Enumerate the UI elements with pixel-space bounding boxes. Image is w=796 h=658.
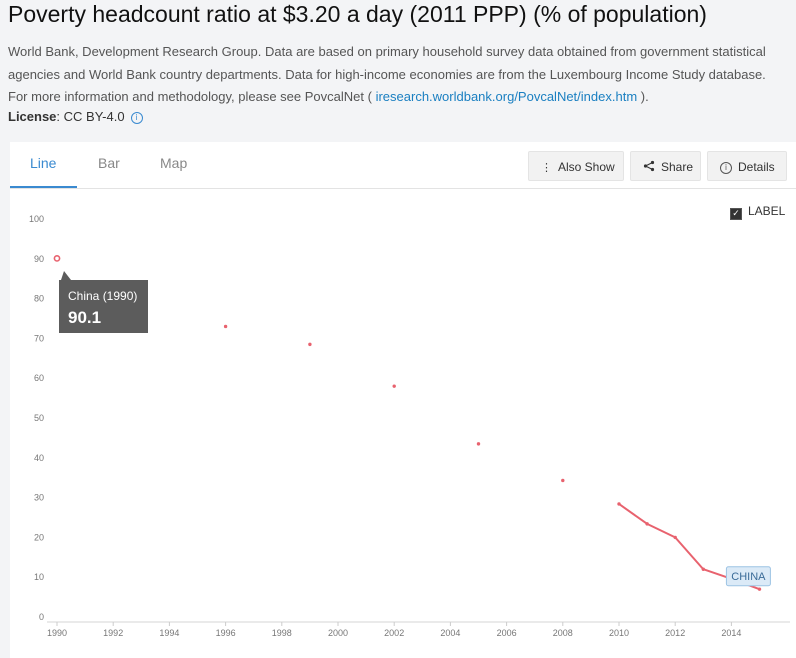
share-icon — [643, 160, 655, 172]
x-tick-label: 2004 — [440, 628, 460, 638]
y-tick-label: 80 — [34, 294, 44, 304]
data-point — [617, 502, 621, 506]
series-label-china: CHINA — [725, 566, 771, 587]
x-tick-label: 2002 — [384, 628, 404, 638]
label-toggle-text: LABEL — [748, 204, 786, 218]
data-point — [308, 342, 312, 347]
also-show-button[interactable]: ⋮ Also Show — [528, 151, 624, 181]
also-show-label: Also Show — [558, 160, 615, 174]
series-label-box — [725, 566, 771, 587]
info-icon[interactable]: i — [130, 112, 143, 124]
tab-bar: Line Bar Map ⋮ Also Show Share i Details — [10, 142, 796, 189]
tooltip-value: 90.1 — [68, 308, 101, 327]
chart-panel: Line Bar Map ⋮ Also Show Share i Details ✓… — [10, 142, 796, 658]
more-vertical-icon: ⋮ — [541, 161, 552, 174]
data-point — [476, 442, 481, 446]
povcalnet-link[interactable]: iresearch.worldbank.org/PovcalNet/index.… — [375, 89, 638, 104]
y-tick-label: 90 — [34, 254, 44, 264]
license-value: : CC BY-4.0 — [56, 109, 125, 124]
y-tick-label: 70 — [34, 333, 44, 343]
tab-bar-chart[interactable]: Bar — [98, 155, 120, 171]
details-label: Details — [738, 160, 775, 174]
share-button[interactable]: Share — [630, 151, 701, 181]
x-tick-label: 2014 — [721, 628, 741, 638]
y-tick-label: 30 — [34, 493, 44, 503]
license-label: License — [8, 109, 57, 124]
data-point — [223, 324, 228, 329]
data-point — [757, 587, 762, 591]
data-point — [701, 567, 705, 571]
data-point-highlighted — [53, 255, 61, 262]
data-point — [673, 535, 677, 540]
license: License: CC BY-4.0 i — [8, 109, 143, 124]
label-checkbox[interactable]: ✓ — [730, 208, 742, 220]
y-tick-label: 100 — [29, 214, 44, 224]
data-point — [561, 478, 565, 483]
y-tick-label: 50 — [34, 413, 44, 423]
x-tick-label: 1992 — [103, 628, 123, 638]
data-point — [392, 384, 396, 388]
x-tick-label: 2000 — [328, 628, 348, 638]
tab-line[interactable]: Line — [30, 155, 57, 171]
y-tick-label: 10 — [34, 572, 44, 582]
series-label-text: CHINA — [731, 571, 766, 583]
tab-map[interactable]: Map — [160, 155, 188, 171]
page-title: Poverty headcount ratio at $3.20 a day (… — [8, 1, 707, 27]
x-tick-label: 1996 — [216, 628, 236, 638]
tooltip: China (1990) 90.1 — [59, 271, 148, 333]
series-line-segment — [646, 522, 676, 539]
series-line-segment — [674, 536, 705, 570]
description-end: ). — [640, 89, 649, 104]
active-tab-indicator — [10, 186, 77, 188]
x-tick-label: 1994 — [159, 628, 179, 638]
x-tick-label: 1998 — [272, 628, 292, 638]
y-tick-label: 0 — [39, 612, 44, 622]
label-toggle[interactable]: ✓ LABEL — [730, 204, 785, 220]
y-tick-label: 60 — [34, 373, 44, 383]
series-line-segment — [618, 503, 648, 525]
share-label: Share — [661, 160, 694, 174]
tooltip-title: China (1990) — [68, 289, 137, 303]
description-text: World Bank, Development Research Group. … — [8, 44, 766, 104]
details-info-icon: i — [720, 162, 732, 174]
y-tick-label: 20 — [34, 532, 44, 542]
x-tick-label: 2012 — [665, 628, 685, 638]
x-tick-label: 2010 — [609, 628, 629, 638]
x-tick-label: 2008 — [553, 628, 573, 638]
data-point — [645, 522, 649, 526]
x-tick-label: 2006 — [497, 628, 517, 638]
x-tick-label: 1990 — [47, 628, 67, 638]
y-tick-label: 40 — [34, 453, 44, 463]
tooltip-box — [59, 271, 148, 333]
details-button[interactable]: i Details — [707, 151, 787, 181]
description: World Bank, Development Research Group. … — [8, 41, 788, 109]
